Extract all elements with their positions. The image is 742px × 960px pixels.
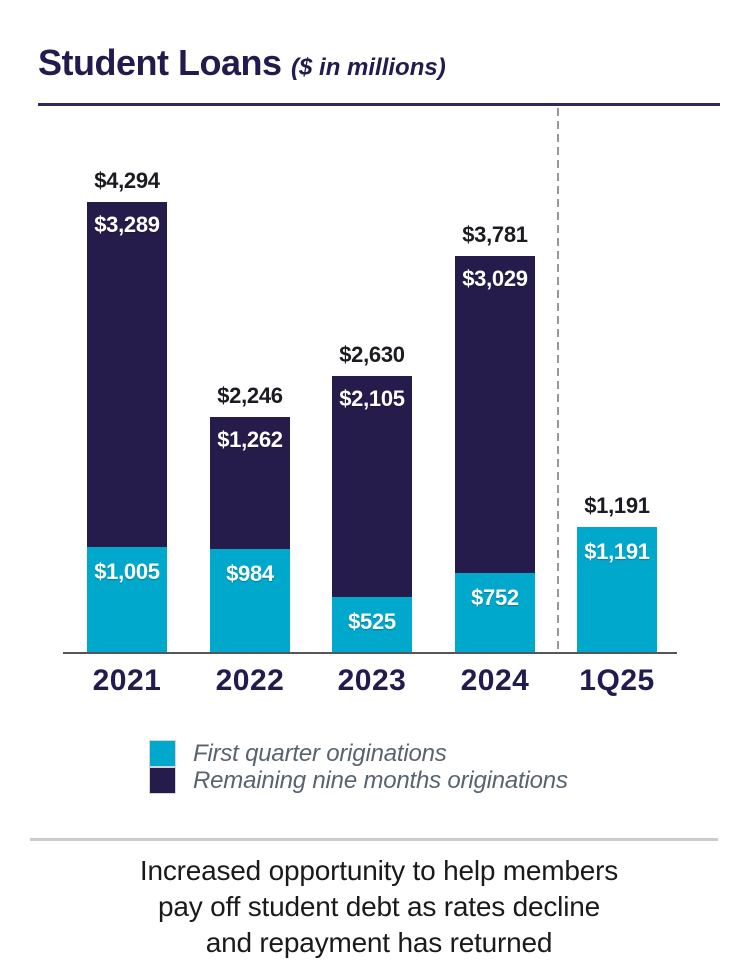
x-label-1q25: 1Q25 <box>579 664 655 697</box>
bar-2021: $3,289 $1,005 <box>87 202 167 652</box>
legend-swatch-first-quarter <box>150 741 175 766</box>
segment-first-quarter-1q25 <box>577 527 657 652</box>
bar-2024: $3,029 $752 <box>455 256 535 652</box>
segment-label-first-quarter-2023: $525 <box>348 609 396 634</box>
x-label-2022: 2022 <box>215 664 285 697</box>
legend-swatch-remaining-nine-months <box>150 768 175 793</box>
segment-first-quarter-2024 <box>455 573 535 652</box>
legend-item-first-quarter: First quarter originations <box>150 740 720 767</box>
chart-legend: First quarter originations Remaining nin… <box>150 740 720 794</box>
bar-2023: $2,105 $525 <box>332 376 412 652</box>
page-title-text: Student Loans <box>38 42 282 83</box>
segment-label-remaining-2022: $1,262 <box>217 427 283 452</box>
segment-label-remaining-2023: $2,105 <box>339 386 405 411</box>
footer-divider <box>30 838 718 841</box>
bar-2022: $1,262 $984 <box>210 417 290 652</box>
legend-label-first-quarter: First quarter originations <box>193 739 447 767</box>
footnote: Increased opportunity to help members pa… <box>38 853 720 960</box>
total-label-2022: $2,246 <box>217 383 283 408</box>
legend-item-remaining-nine-months: Remaining nine months originations <box>150 767 720 794</box>
segment-label-first-quarter-1q25: $1,191 <box>584 539 650 564</box>
total-label-2021: $4,294 <box>94 168 160 193</box>
student-loans-chart: $3,289 $1,005 $4,294 $1,262 $984 $2,246 $2,105… <box>63 106 677 654</box>
segment-label-remaining-2021: $3,289 <box>94 212 160 237</box>
x-label-2024: 2024 <box>460 664 530 697</box>
quarter-separator-dashed-line <box>557 108 559 652</box>
segment-label-first-quarter-2024: $752 <box>471 585 519 610</box>
segment-first-quarter-2021 <box>87 547 167 652</box>
segment-label-first-quarter-2022: $984 <box>226 561 274 586</box>
footnote-line-1: Increased opportunity to help members <box>139 855 619 886</box>
title-divider <box>38 103 720 106</box>
page-subtitle: ($ in millions) <box>291 54 446 81</box>
bar-1q25: $1,191 <box>577 527 657 652</box>
segment-first-quarter-2023 <box>332 597 412 652</box>
footnote-line-2: pay off student debt as rates decline <box>158 891 600 922</box>
legend-label-remaining-nine-months: Remaining nine months originations <box>193 766 568 794</box>
segment-label-remaining-2024: $3,029 <box>462 266 528 291</box>
footnote-line-3: and repayment has returned <box>205 927 553 958</box>
segment-label-first-quarter-2021: $1,005 <box>94 559 160 584</box>
total-label-2023: $2,630 <box>339 342 405 367</box>
page-title: Student Loans ($ in millions) <box>38 40 720 91</box>
x-axis-labels: 2021 2022 2023 2024 1Q25 <box>63 654 677 700</box>
x-label-2023: 2023 <box>337 664 407 697</box>
segment-first-quarter-2022 <box>210 549 290 652</box>
total-label-2024: $3,781 <box>462 222 528 247</box>
header: Student Loans ($ in millions) <box>38 0 720 106</box>
total-label-1q25: $1,191 <box>584 493 650 518</box>
x-label-2021: 2021 <box>92 664 162 697</box>
